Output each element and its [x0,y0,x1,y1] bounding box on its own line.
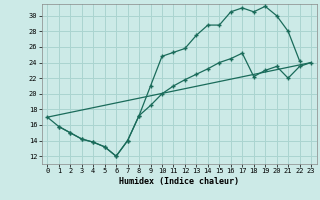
X-axis label: Humidex (Indice chaleur): Humidex (Indice chaleur) [119,177,239,186]
